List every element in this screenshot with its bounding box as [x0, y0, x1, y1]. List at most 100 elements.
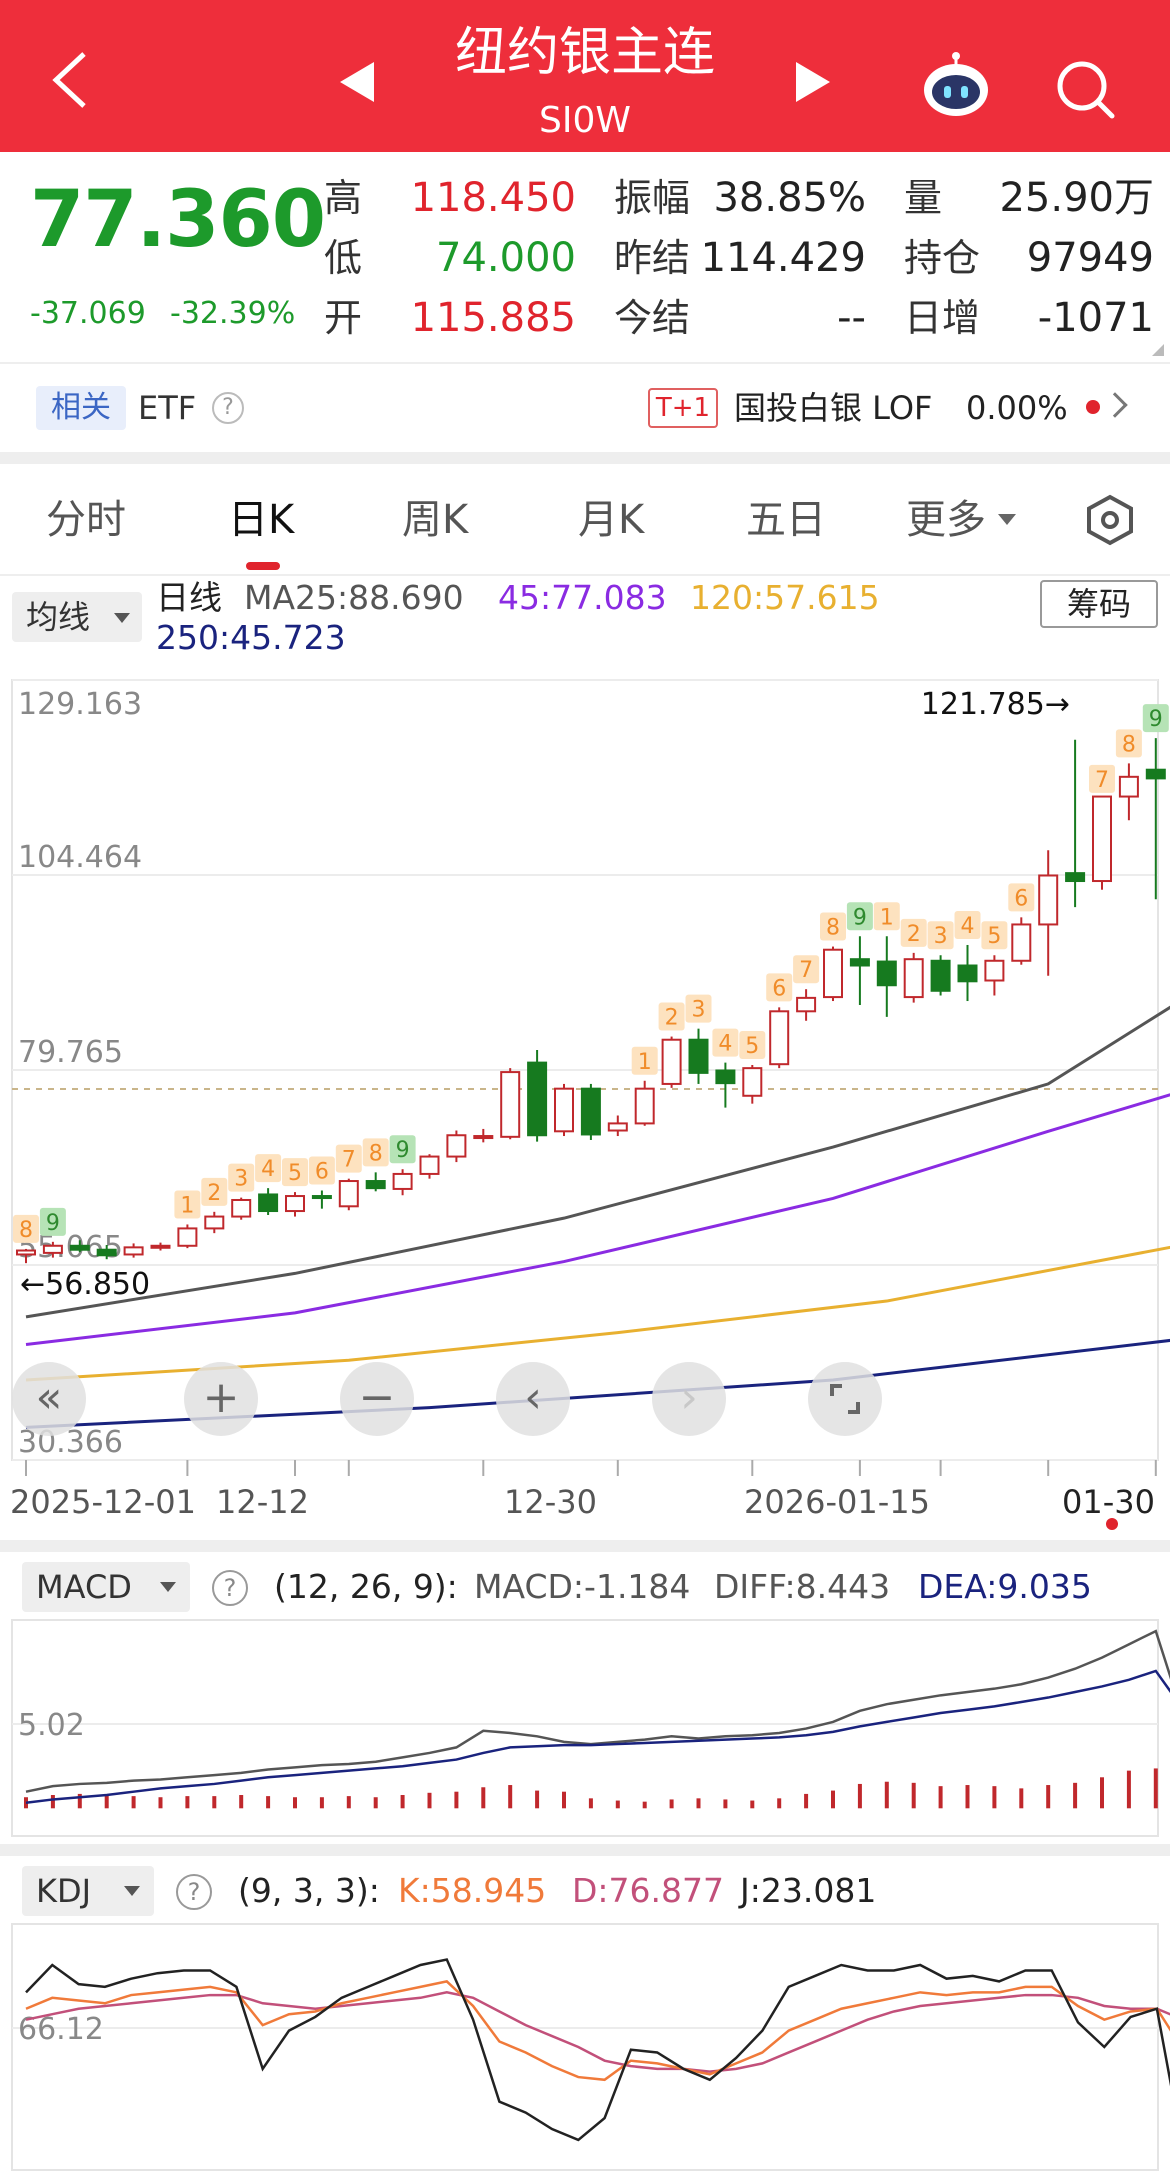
td-count-number: 7 — [1095, 768, 1109, 793]
macd-histogram-bar — [1046, 1785, 1051, 1809]
ma250-value: 250:45.723 — [156, 618, 346, 657]
macd-histogram-bar — [1073, 1782, 1078, 1809]
candle-body — [903, 958, 924, 999]
stat-label-amplitude: 振幅 — [614, 176, 691, 220]
macd-histogram-bar — [481, 1787, 486, 1809]
td-count-number: 9 — [46, 1211, 60, 1236]
td-count-badge — [900, 918, 927, 947]
macd-histogram-bar — [508, 1785, 513, 1809]
td-count-number: 8 — [19, 1218, 33, 1243]
ma120-line — [25, 1245, 1170, 1382]
contract-title: 纽约银主连 — [454, 23, 715, 83]
fullscreen-icon[interactable] — [808, 1362, 882, 1436]
macd-histogram-bar — [750, 1800, 755, 1809]
date-tick-4: 2026-01-15 — [744, 1483, 930, 1521]
candle-body — [1038, 874, 1059, 926]
macd-value: MACD:-1.184 — [474, 1567, 691, 1606]
macd-histogram-bar — [77, 1793, 82, 1809]
macd-chart: 5.02 — [11, 1619, 1170, 1837]
prev-contract-triangle-icon[interactable] — [340, 62, 374, 102]
search-icon[interactable] — [1052, 56, 1116, 120]
candle-body — [527, 1061, 548, 1137]
j-line — [25, 1958, 1170, 2142]
back-chevron-icon[interactable] — [48, 50, 94, 110]
candle-body — [849, 958, 870, 967]
tab-weekly-k[interactable]: 周K — [402, 497, 469, 543]
macd-histogram-bar — [992, 1786, 997, 1809]
scroll-right-icon[interactable]: › — [652, 1362, 726, 1436]
td-count-number: 2 — [665, 1006, 679, 1031]
chevron-right-icon[interactable] — [1102, 392, 1128, 418]
period-high-marker: 121.785→ — [921, 687, 1070, 722]
divider — [0, 574, 1170, 576]
candle-body — [231, 1198, 252, 1218]
td-count-number: 4 — [261, 1157, 275, 1182]
settings-hexagon-icon[interactable] — [1084, 494, 1136, 546]
macd-histogram-bar — [804, 1793, 809, 1809]
td-count-number: 6 — [772, 976, 786, 1001]
tab-more[interactable]: 更多 — [906, 497, 986, 543]
td-count-badge — [739, 1030, 766, 1059]
stat-value-low: 74.000 — [436, 235, 576, 281]
candle-body — [1092, 795, 1112, 883]
td-count-number: 4 — [718, 1032, 732, 1057]
candle-body — [16, 1249, 36, 1256]
date-tick-3: 12-30 — [504, 1483, 597, 1521]
td-count-number: 6 — [1014, 886, 1028, 911]
contract-code: SI0W — [539, 100, 631, 141]
diff-line — [25, 1629, 1170, 1793]
y-tick-label: 104.464 — [18, 840, 142, 875]
tab-daily-k[interactable]: 日K — [228, 497, 295, 543]
kdj-chart: 66.12 — [11, 1923, 1170, 2171]
period-low-marker: ←56.850 — [20, 1267, 150, 1302]
help-icon[interactable]: ? — [212, 1570, 248, 1606]
etf-label: ETF — [138, 389, 197, 427]
tab-five-day[interactable]: 五日 — [746, 497, 826, 543]
stat-value-settle: -- — [837, 295, 866, 341]
help-icon[interactable]: ? — [176, 1874, 212, 1910]
macd-histogram-bar — [831, 1790, 835, 1809]
macd-histogram-bar — [1100, 1777, 1104, 1809]
candle-body — [1118, 775, 1139, 798]
zoom-out-icon[interactable]: − — [340, 1362, 414, 1436]
candle-body — [876, 960, 897, 987]
zoom-in-icon[interactable]: + — [184, 1362, 258, 1436]
chip-distribution-button[interactable]: 筹码 — [1040, 580, 1158, 628]
td-count-badge — [1089, 764, 1115, 793]
dropdown-caret-icon — [160, 1582, 176, 1592]
section-gap — [0, 1844, 1170, 1856]
ma120-value: 120:57.615 — [690, 578, 880, 617]
macd-params: (12, 26, 9): — [274, 1567, 458, 1606]
td-count-badge — [13, 1214, 39, 1243]
tab-intraday[interactable]: 分时 — [46, 497, 126, 543]
scroll-left-fast-icon[interactable]: « — [12, 1362, 86, 1436]
dropdown-caret-icon — [124, 1886, 140, 1896]
macd-selector-label: MACD — [36, 1568, 132, 1606]
next-contract-triangle-icon[interactable] — [796, 62, 830, 102]
candle-body — [1065, 872, 1086, 883]
current-day-dot — [1106, 1518, 1118, 1530]
robot-icon[interactable] — [920, 48, 992, 120]
macd-histogram-bar — [857, 1783, 862, 1809]
candle-body — [258, 1193, 279, 1213]
tab-monthly-k[interactable]: 月K — [578, 497, 645, 543]
td-count-number: 8 — [826, 916, 840, 941]
candle-body — [177, 1227, 198, 1247]
macd-histogram-bar — [104, 1795, 109, 1809]
macd-histogram-bar — [669, 1799, 674, 1809]
macd-selector[interactable]: MACD — [22, 1562, 190, 1612]
td-count-badge — [658, 1002, 685, 1031]
candle-body — [419, 1155, 440, 1175]
help-icon[interactable]: ? — [212, 392, 244, 424]
td-count-badge — [631, 1046, 658, 1075]
candle-body — [661, 1038, 682, 1085]
macd-histogram-bar — [185, 1796, 190, 1809]
scroll-left-icon[interactable]: ‹ — [496, 1362, 570, 1436]
macd-histogram-bar — [319, 1797, 324, 1809]
td-count-badge — [793, 955, 820, 984]
candle-body — [285, 1195, 305, 1213]
candle-body — [580, 1087, 601, 1136]
last-price: 77.360 — [30, 175, 326, 265]
expand-corner-icon[interactable] — [1152, 344, 1164, 356]
